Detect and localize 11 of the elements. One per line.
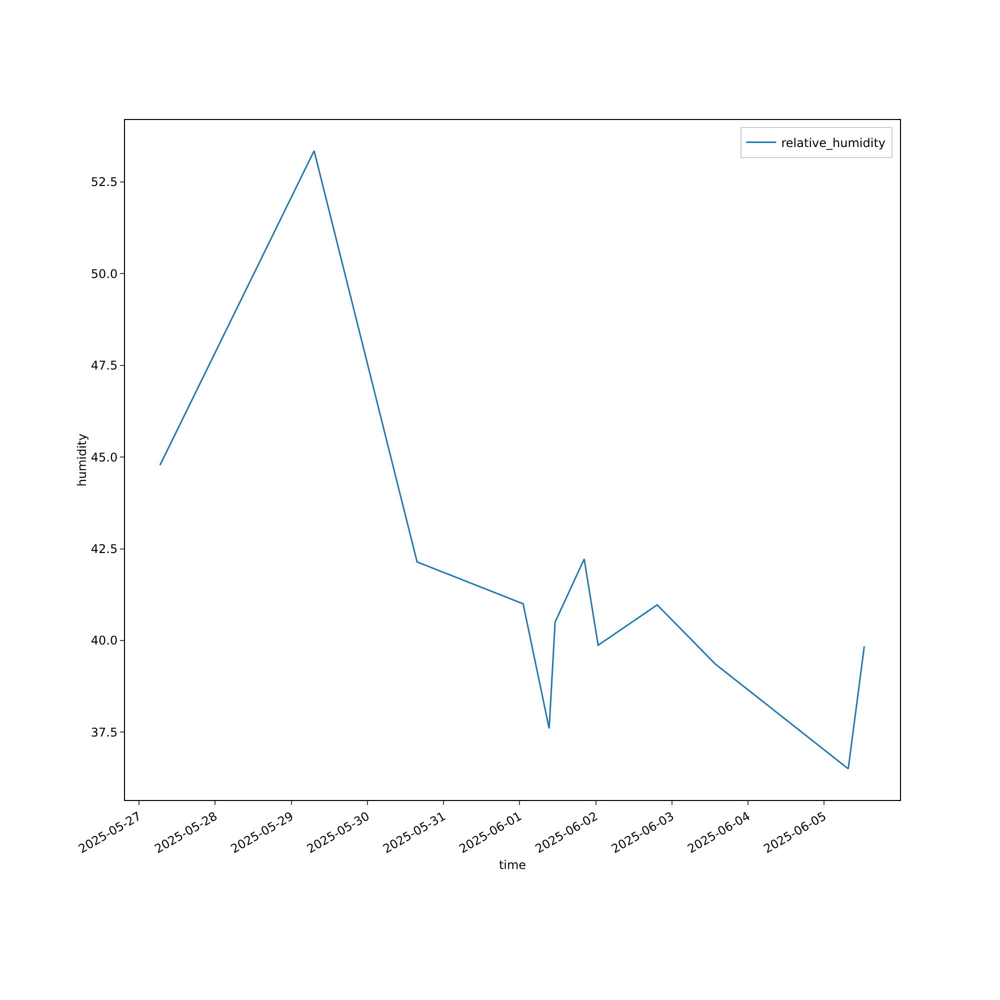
y-axis-title: humidity [74,434,89,486]
line-series [159,150,866,770]
y-tick-label: 47.5 [90,358,118,373]
y-tick-label: 50.0 [90,266,118,281]
legend-label: relative_humidity [781,136,886,150]
x-axis-title: time [498,858,526,872]
y-tick-label: 40.0 [90,634,118,648]
y-tick-label: 52.5 [90,175,118,190]
y-tick-label: 42.5 [90,542,118,556]
y-tick-label: 45.0 [90,450,118,464]
y-tick-label: 37.5 [90,725,118,740]
